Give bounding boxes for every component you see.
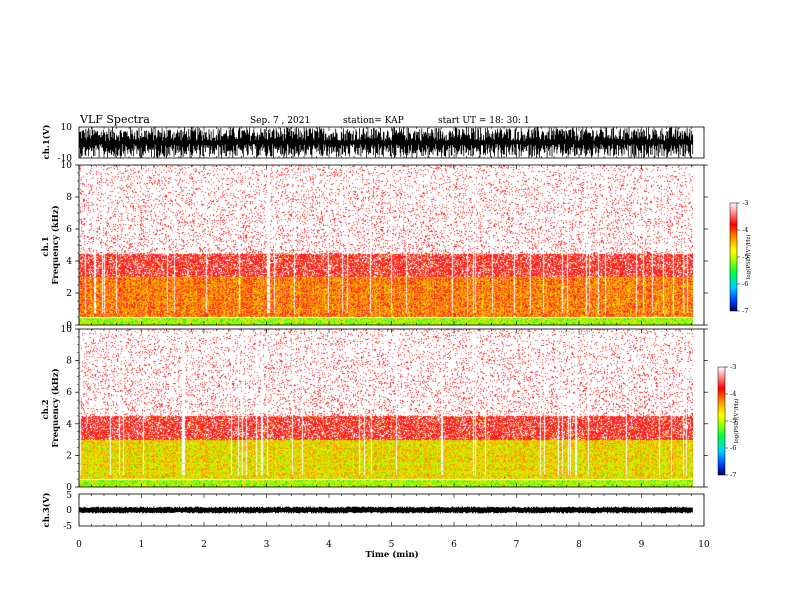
frequency-tick-label: 4 [66, 420, 72, 430]
header-start-time: start UT = 18: 30: 1 [438, 116, 530, 126]
ch1-ytick-top: 10 [61, 123, 73, 133]
ch3-ytick-bottom: -5 [63, 522, 72, 532]
ch2-label-channel: ch.2 [41, 399, 51, 419]
time-tick-label: 2 [201, 540, 207, 550]
frequency-tick-label: 10 [61, 325, 73, 335]
time-tick-label: 9 [639, 540, 645, 550]
ch1-ytick-bottom: -10 [58, 154, 73, 164]
spectrogram-pixels [79, 329, 693, 487]
colorbar-tick-label: -5 [742, 253, 748, 261]
frequency-tick-label: 0 [66, 321, 72, 331]
time-tick-label: 6 [451, 540, 457, 550]
colorbar-tick-label: -7 [742, 307, 748, 315]
ch3-ytick-mid: 0 [66, 506, 72, 516]
ch3-waveform-trace [79, 506, 693, 514]
colorbar-tick-label: -6 [730, 444, 736, 452]
colorbar-tick-label: -4 [742, 226, 748, 234]
ch1-label-channel: ch.1 [41, 236, 51, 256]
ch2-spectrogram-image [79, 329, 693, 487]
ch1-waveform-trace [79, 127, 694, 158]
frequency-tick-label: 0 [66, 483, 72, 493]
ch1-waveform-line [79, 127, 694, 158]
ch1-spectrogram-ylabel-channel: ch.1 Frequency (kHz) [41, 205, 61, 284]
time-tick-label: 1 [139, 540, 145, 550]
frequency-tick-label: 6 [66, 388, 72, 398]
header-date: Sep. 7 , 2021 [250, 116, 310, 126]
colorbar-tick-label: -7 [730, 471, 736, 479]
time-tick-label: 4 [326, 540, 332, 550]
ch2-frequency-ticklabels: 0 2 4 6 8 10 [61, 325, 73, 493]
ch2-label-frequency: Frequency (kHz) [50, 368, 61, 447]
ch1-spectrogram-image [79, 165, 693, 325]
time-axis-ticklabels: 0 1 2 3 4 5 6 7 8 9 10 [76, 540, 710, 550]
ch2-colorbar-label: log(PSD)(V²/Hz) [733, 399, 740, 444]
frequency-tick-label: 6 [66, 225, 72, 235]
ch1-spectrogram-ticks [75, 164, 708, 326]
time-tick-label: 3 [264, 540, 270, 550]
frequency-tick-label: 8 [66, 193, 72, 203]
ch3-waveform-panel: 5 0 -5 ch.3(V) 0 1 2 3 4 5 6 7 8 9 10 Time (min) [41, 491, 710, 560]
frequency-tick-label: 8 [66, 357, 72, 367]
time-tick-label: 7 [514, 540, 520, 550]
ch3-ytick-top: 5 [66, 491, 72, 501]
colorbar-tick-label: -5 [730, 417, 736, 425]
frequency-tick-label: 2 [66, 289, 72, 299]
spectrogram-pixels [79, 165, 693, 325]
ch1-colorbar-ticks: -3 -4 -5 -6 -7 [737, 199, 748, 315]
time-tick-label: 5 [389, 540, 395, 550]
ch1-colorbar-label: log(PSD)(V²/Hz) [745, 235, 752, 280]
ch1-waveform-panel: 10 -10 ch.1(V) [41, 123, 705, 164]
ch3-waveform-line [79, 506, 693, 514]
frequency-tick-label: 4 [66, 257, 72, 267]
time-tick-label: 0 [76, 540, 82, 550]
colorbar-tick-label: -4 [730, 390, 736, 398]
ch3-waveform-ticks [78, 494, 705, 526]
ch1-frequency-ticklabels: 0 2 4 6 8 10 [61, 161, 73, 331]
colorbar-tick-label: -3 [730, 363, 736, 371]
ch3-waveform-ylabel: ch.3(V) [41, 493, 52, 528]
ch1-colorbar [729, 202, 738, 312]
ch1-waveform-ylabel: ch.1(V) [41, 125, 52, 160]
chart-title: VLF Spectra [79, 113, 150, 126]
time-tick-label: 10 [698, 540, 710, 550]
colorbar-tick-label: -6 [742, 280, 748, 288]
frequency-tick-label: 2 [66, 451, 72, 461]
time-axis-label: Time (min) [365, 549, 418, 560]
ch2-colorbar [717, 366, 726, 476]
colorbar-tick-label: -3 [742, 199, 748, 207]
ch2-spectrogram-ylabel: ch.2 Frequency (kHz) [41, 368, 61, 447]
time-tick-label: 8 [576, 540, 582, 550]
ch2-spectrogram-ticks [75, 328, 708, 488]
frequency-tick-label: 10 [61, 161, 73, 171]
ch1-label-frequency: Frequency (kHz) [50, 205, 61, 284]
header-station: station= KAP [343, 116, 404, 126]
ch2-colorbar-ticks: -3 -4 -5 -6 -7 [725, 363, 736, 479]
ch1-waveform-ticks [78, 127, 705, 158]
